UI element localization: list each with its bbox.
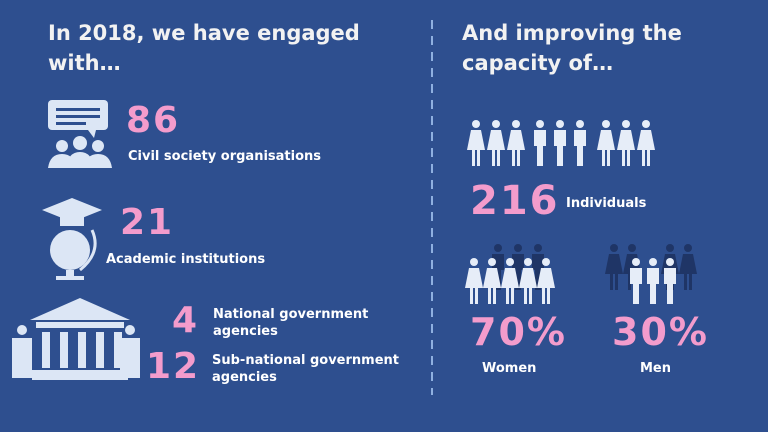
civil-label: Civil society organisations — [128, 149, 322, 164]
subnational-value: 12 — [146, 346, 201, 387]
women-label: Women — [482, 361, 537, 376]
individuals-icon — [467, 120, 655, 166]
women-icon — [465, 244, 555, 304]
academic-value: 21 — [120, 202, 175, 243]
right-title: And improving the capacity of… — [462, 21, 682, 75]
subnational-label: Sub-national government agencies — [212, 353, 399, 385]
government-icon — [12, 298, 140, 380]
individuals-label: Individuals — [566, 196, 647, 211]
men-label: Men — [640, 361, 672, 376]
men-icon — [605, 244, 697, 304]
men-value: 30% — [612, 310, 709, 354]
academic-icon — [42, 198, 102, 280]
academic-label: Academic institutions — [106, 252, 266, 267]
women-value: 70% — [470, 310, 567, 354]
individuals-value: 216 — [470, 178, 560, 224]
left-title: In 2018, we have engaged with… — [48, 21, 360, 75]
national-value: 4 — [172, 300, 200, 341]
civil-icon — [48, 100, 112, 168]
national-label: National government agencies — [213, 307, 369, 339]
civil-value: 86 — [126, 100, 181, 141]
